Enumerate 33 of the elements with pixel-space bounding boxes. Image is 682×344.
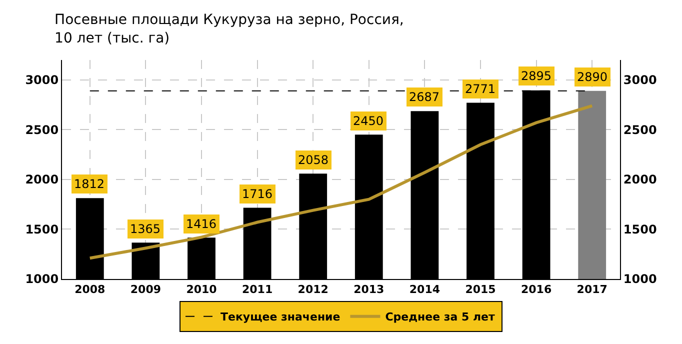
data-label: 2450	[353, 114, 384, 128]
data-label: 2058	[298, 153, 329, 167]
chart-title: Посевные площади Кукуруза на зерно, Россия, 10 лет (тыс. га)	[54, 12, 404, 46]
data-label: 1365	[130, 222, 161, 236]
y2-tick-label: 2500	[623, 122, 657, 137]
data-label: 2771	[465, 82, 496, 96]
x-tick-label: 2015	[465, 283, 496, 296]
x-tick-label: 2016	[520, 283, 552, 296]
legend-label: Среднее за 5 лет	[385, 310, 496, 324]
data-label: 1812	[74, 177, 105, 191]
x-tick-label: 2011	[242, 283, 273, 296]
y-tick-label: 1000	[25, 272, 59, 286]
x-tick-label: 2014	[409, 283, 440, 296]
y2-tick-label: 2000	[623, 172, 657, 187]
y2-tick-label: 1000	[623, 272, 657, 286]
x-tick-label: 2013	[354, 283, 384, 296]
x-tick-label: 2012	[298, 283, 328, 296]
legend-label: Текущее значение	[220, 310, 340, 324]
data-label: 1416	[186, 217, 217, 231]
data-label: 2890	[577, 70, 608, 84]
y2-tick-label: 1500	[623, 222, 657, 236]
x-tick-label: 2008	[74, 283, 106, 296]
data-label: 2895	[521, 69, 552, 83]
x-tick-label: 2009	[130, 283, 162, 296]
y-tick-label: 2000	[25, 172, 59, 187]
data-label: 1716	[242, 187, 273, 201]
y-tick-label: 3000	[25, 73, 59, 88]
y-tick-label: 1500	[25, 222, 59, 236]
y2-tick-label: 3000	[623, 73, 657, 88]
x-tick-label: 2010	[186, 283, 218, 296]
y-tick-label: 2500	[25, 122, 59, 137]
data-label: 2687	[409, 90, 440, 104]
x-tick-label: 2017	[576, 283, 608, 296]
